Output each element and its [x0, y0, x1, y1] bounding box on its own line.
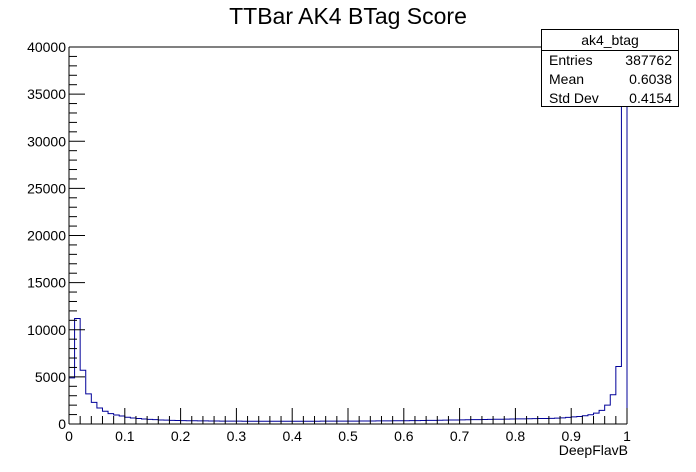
histogram-bin — [437, 420, 443, 424]
histogram-bin — [125, 417, 131, 424]
y-tick-label: 0 — [58, 416, 66, 432]
histogram-bin — [69, 378, 75, 424]
histogram-bin — [610, 395, 616, 424]
y-tick-label: 5000 — [35, 369, 66, 385]
histogram-bin — [594, 413, 600, 424]
histogram-bin — [499, 419, 505, 424]
histogram-bin — [616, 367, 622, 424]
stats-row-mean: Mean 0.6038 — [542, 70, 678, 89]
histogram-bin — [599, 410, 605, 424]
histogram-bin — [460, 420, 466, 424]
histogram-bin — [504, 419, 510, 424]
y-tick-label: 15000 — [27, 275, 66, 291]
y-tick-label: 20000 — [27, 228, 66, 244]
y-tick-label: 40000 — [27, 39, 66, 55]
x-tick-label: 0.9 — [561, 428, 581, 444]
histogram-bin — [521, 419, 527, 424]
histogram-bin — [493, 419, 499, 424]
histogram-bin — [169, 420, 175, 424]
histogram-bin — [549, 418, 555, 424]
histogram-bin — [488, 419, 494, 424]
histogram-bin — [465, 420, 471, 424]
x-tick-label: 0.3 — [227, 428, 247, 444]
histogram-bin — [476, 420, 482, 424]
x-tick-label: 0.2 — [171, 428, 191, 444]
histogram-bin — [448, 420, 454, 424]
x-tick-label: 0.5 — [338, 428, 358, 444]
x-tick-label: 1 — [623, 428, 631, 444]
x-tick-label: 0 — [65, 428, 73, 444]
histogram-bin — [577, 416, 583, 424]
stats-key: Std Dev — [549, 90, 599, 106]
y-tick-label: 25000 — [27, 180, 66, 196]
x-tick-label: 0.4 — [282, 428, 302, 444]
stats-key: Entries — [549, 52, 593, 68]
tick-labels: 0 5000 10000 15000 20000 25000 30000 35000 40000… — [27, 39, 631, 444]
histogram-bin — [102, 411, 108, 424]
histogram-bin — [86, 394, 92, 424]
histogram-bin — [471, 420, 477, 424]
histogram-bin — [510, 419, 516, 424]
histogram-bin — [454, 420, 460, 424]
x-tick-label: 0.6 — [394, 428, 414, 444]
histogram-bin — [409, 421, 415, 424]
histogram-bin — [421, 421, 427, 424]
histogram-bin — [153, 420, 159, 424]
x-axis-label: DeepFlavB — [558, 442, 628, 458]
histogram-bin — [515, 419, 521, 424]
histogram-bin — [136, 419, 142, 424]
stats-row-stddev: Std Dev 0.4154 — [542, 89, 678, 108]
histogram-bin — [119, 416, 125, 424]
histogram-bin — [158, 420, 164, 424]
histogram-bin — [108, 414, 114, 424]
x-tick-label: 0.1 — [115, 428, 135, 444]
histogram-bin — [588, 415, 594, 424]
histogram-bin — [527, 419, 533, 424]
histogram-bin — [181, 421, 187, 424]
y-tick-label: 30000 — [27, 133, 66, 149]
histogram-bin — [566, 417, 572, 424]
histogram-bin — [91, 402, 97, 424]
histogram-bin — [605, 405, 611, 424]
stats-box-title: ak4_btag — [542, 30, 678, 51]
chart-title: TTBar AK4 BTag Score — [229, 3, 467, 29]
histogram-bin — [482, 419, 488, 424]
stats-box: ak4_btag Entries 387762 Mean 0.6038 Std … — [541, 29, 679, 107]
stats-value: 387762 — [625, 52, 672, 68]
stats-value: 0.4154 — [629, 90, 672, 106]
stats-value: 0.6038 — [629, 71, 672, 87]
axes — [68, 46, 628, 425]
histogram-bin — [426, 420, 432, 424]
histogram-bin — [571, 417, 577, 424]
histogram-bin — [554, 418, 560, 424]
histogram-bin — [432, 420, 438, 424]
stats-key: Mean — [549, 71, 585, 87]
histogram-bin — [560, 418, 566, 424]
histogram-bin — [164, 420, 170, 424]
x-tick-label: 0.8 — [506, 428, 526, 444]
histogram-bin — [97, 408, 103, 424]
y-tick-label: 10000 — [27, 322, 66, 338]
histogram-bin — [75, 318, 81, 424]
histogram-bin — [582, 416, 588, 424]
histogram-bin — [80, 370, 86, 424]
histogram-bin — [130, 418, 136, 424]
histogram-bin — [415, 421, 421, 424]
histogram-bin — [538, 419, 544, 424]
histogram-bin — [543, 418, 549, 424]
histogram-bin — [114, 415, 120, 424]
y-tick-label: 35000 — [27, 86, 66, 102]
histogram-bin — [532, 419, 538, 424]
histogram-bin — [147, 419, 153, 424]
histogram-bin — [142, 419, 148, 424]
histogram-bin — [443, 420, 449, 424]
x-tick-label: 0.7 — [450, 428, 470, 444]
histogram-bin — [175, 420, 181, 424]
stats-row-entries: Entries 387762 — [542, 51, 678, 70]
